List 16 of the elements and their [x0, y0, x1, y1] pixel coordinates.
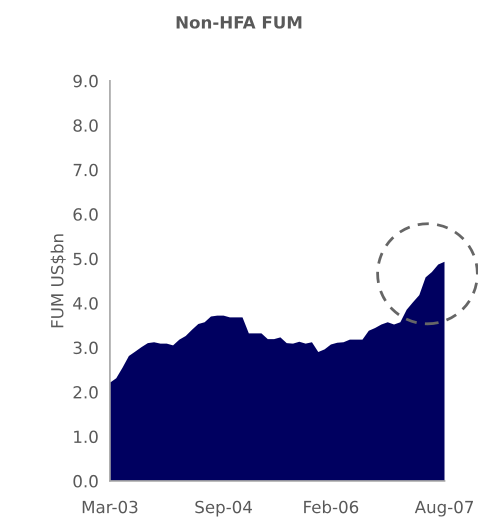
y-tick-label: 5.0: [74, 252, 98, 266]
y-tick-label: 4.0: [73, 297, 98, 310]
y-tick-label: 3.0: [74, 342, 98, 354]
x-tick-label: Mar-03: [82, 500, 138, 514]
y-tick-label: 8.0: [73, 119, 98, 132]
x-tick-label: Feb-06: [304, 500, 358, 514]
y-tick-label: 6.0: [73, 208, 98, 221]
chart-title: Non-HFA FUM: [176, 16, 302, 29]
y-axis-title: FUM US$bn: [50, 234, 66, 328]
y-tick-label: 0.0: [73, 474, 98, 488]
y-tick-label: 1.0: [74, 430, 98, 444]
y-tick-label: 7.0: [74, 164, 98, 176]
x-tick-label: Aug-07: [414, 500, 473, 517]
y-tick-label: 9.0: [73, 74, 98, 88]
y-tick-label: 2.0: [74, 386, 98, 399]
x-tick-label: Sep-04: [195, 500, 252, 517]
